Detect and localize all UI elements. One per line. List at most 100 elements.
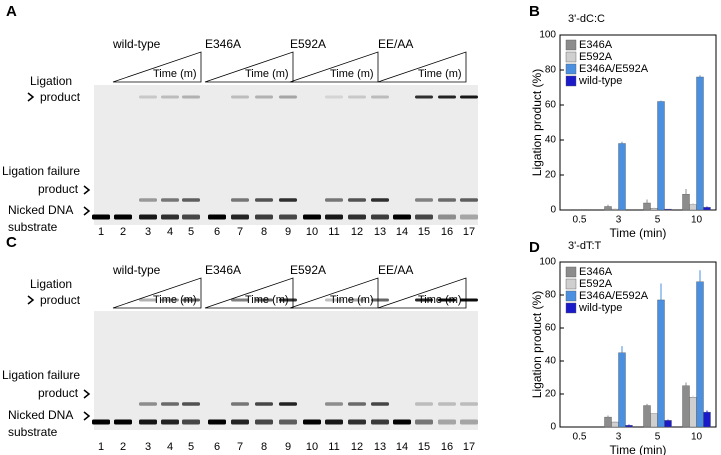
bar — [657, 101, 665, 211]
side-label: substrate — [8, 425, 58, 439]
y-tick-label: 60 — [545, 100, 557, 111]
y-tick-label: 0 — [550, 422, 556, 433]
x-axis-label: Time (min) — [610, 443, 667, 455]
lane-number: 1 — [98, 226, 104, 238]
time-ramp — [204, 51, 294, 83]
legend-label: E346A — [579, 266, 613, 278]
lane-number: 3 — [145, 441, 151, 453]
side-label: Ligation — [30, 74, 72, 88]
lane-number: 17 — [463, 226, 475, 238]
arrow — [83, 389, 91, 399]
y-tick-label: 0 — [550, 205, 556, 216]
legend-swatch — [565, 75, 577, 87]
lane-number: 2 — [120, 226, 126, 238]
lane-number: 14 — [396, 226, 408, 238]
gel-band — [114, 214, 132, 220]
gel-band — [438, 402, 456, 406]
gel-band — [231, 198, 249, 202]
panel-label: D — [529, 239, 540, 256]
arrow — [27, 295, 35, 305]
plot-frame — [559, 261, 717, 428]
gel-band — [325, 95, 343, 99]
bar — [650, 413, 658, 428]
group-label: EE/AA — [378, 263, 413, 277]
gel-band — [279, 95, 297, 99]
gel-band — [279, 198, 297, 202]
legend-swatch — [565, 39, 577, 51]
gel-band — [348, 214, 366, 220]
lane-number: 16 — [441, 226, 453, 238]
y-tick-label: 80 — [545, 65, 557, 76]
gel-band — [348, 419, 366, 425]
lane-number: 2 — [120, 441, 126, 453]
gel-band — [182, 402, 200, 406]
bar — [611, 421, 619, 428]
time-label: Time (m) — [153, 68, 197, 80]
y-tick-label: 20 — [545, 389, 557, 400]
group-label: E592A — [290, 37, 326, 51]
lane-number: 10 — [306, 441, 318, 453]
x-axis-label: Time (min) — [610, 226, 667, 240]
legend-label: E592A — [579, 51, 613, 63]
legend-label: wild-type — [578, 302, 622, 314]
gel-band — [325, 419, 343, 425]
gel-band — [231, 95, 249, 99]
legend-swatch — [565, 63, 577, 75]
side-label: Nicked DNA — [8, 408, 73, 422]
gel-band — [231, 298, 249, 302]
gel-band — [415, 402, 433, 406]
y-tick-label: 60 — [545, 323, 557, 334]
gel-image — [94, 85, 478, 225]
bar — [643, 405, 651, 428]
gel-band — [460, 95, 478, 99]
gel-band — [92, 214, 110, 220]
time-label: Time (m) — [245, 68, 289, 80]
lane-number: 11 — [328, 226, 339, 238]
gel-band — [139, 95, 157, 99]
group-label: EE/AA — [378, 37, 413, 51]
time-ramp — [204, 277, 294, 309]
chart-title: 3'-dC:C — [568, 13, 605, 25]
side-label: Ligation failure — [2, 368, 80, 382]
legend-label: wild-type — [578, 75, 622, 87]
bar — [682, 385, 690, 428]
x-tick-label: 0.5 — [573, 432, 587, 443]
bar — [664, 208, 672, 211]
panel-label: C — [6, 234, 17, 251]
legend-swatch — [565, 278, 577, 290]
x-tick-label: 5 — [655, 215, 661, 226]
lane-number: 14 — [396, 441, 408, 453]
x-tick-label: 10 — [691, 432, 703, 443]
gel-band — [438, 298, 456, 302]
gel-band — [371, 298, 389, 302]
gel-band — [438, 198, 456, 202]
lane-number: 6 — [214, 441, 220, 453]
bar — [604, 206, 612, 211]
gel-band — [325, 298, 343, 302]
y-axis-label: Ligation product (%) — [530, 291, 544, 398]
lane-number: 4 — [167, 441, 173, 453]
bar — [604, 416, 612, 428]
gel-band — [303, 419, 321, 425]
legend-swatch — [565, 302, 577, 314]
bar — [611, 208, 619, 211]
gel-band — [279, 214, 297, 220]
gel-band — [255, 95, 273, 99]
gel-band — [161, 402, 179, 406]
group-label: E346A — [205, 37, 241, 51]
time-ramp — [289, 51, 379, 83]
group-label: E346A — [205, 263, 241, 277]
panel-label: A — [6, 3, 17, 20]
gel-band — [371, 95, 389, 99]
side-label: substrate — [8, 220, 58, 234]
legend-label: E592A — [579, 278, 613, 290]
gel-band — [92, 419, 110, 425]
lane-number: 9 — [285, 226, 291, 238]
gel-band — [182, 419, 200, 425]
y-tick-label: 40 — [545, 135, 557, 146]
gel-band — [415, 298, 433, 302]
bar — [625, 425, 633, 428]
gel-band — [182, 214, 200, 220]
gel-band — [438, 214, 456, 220]
